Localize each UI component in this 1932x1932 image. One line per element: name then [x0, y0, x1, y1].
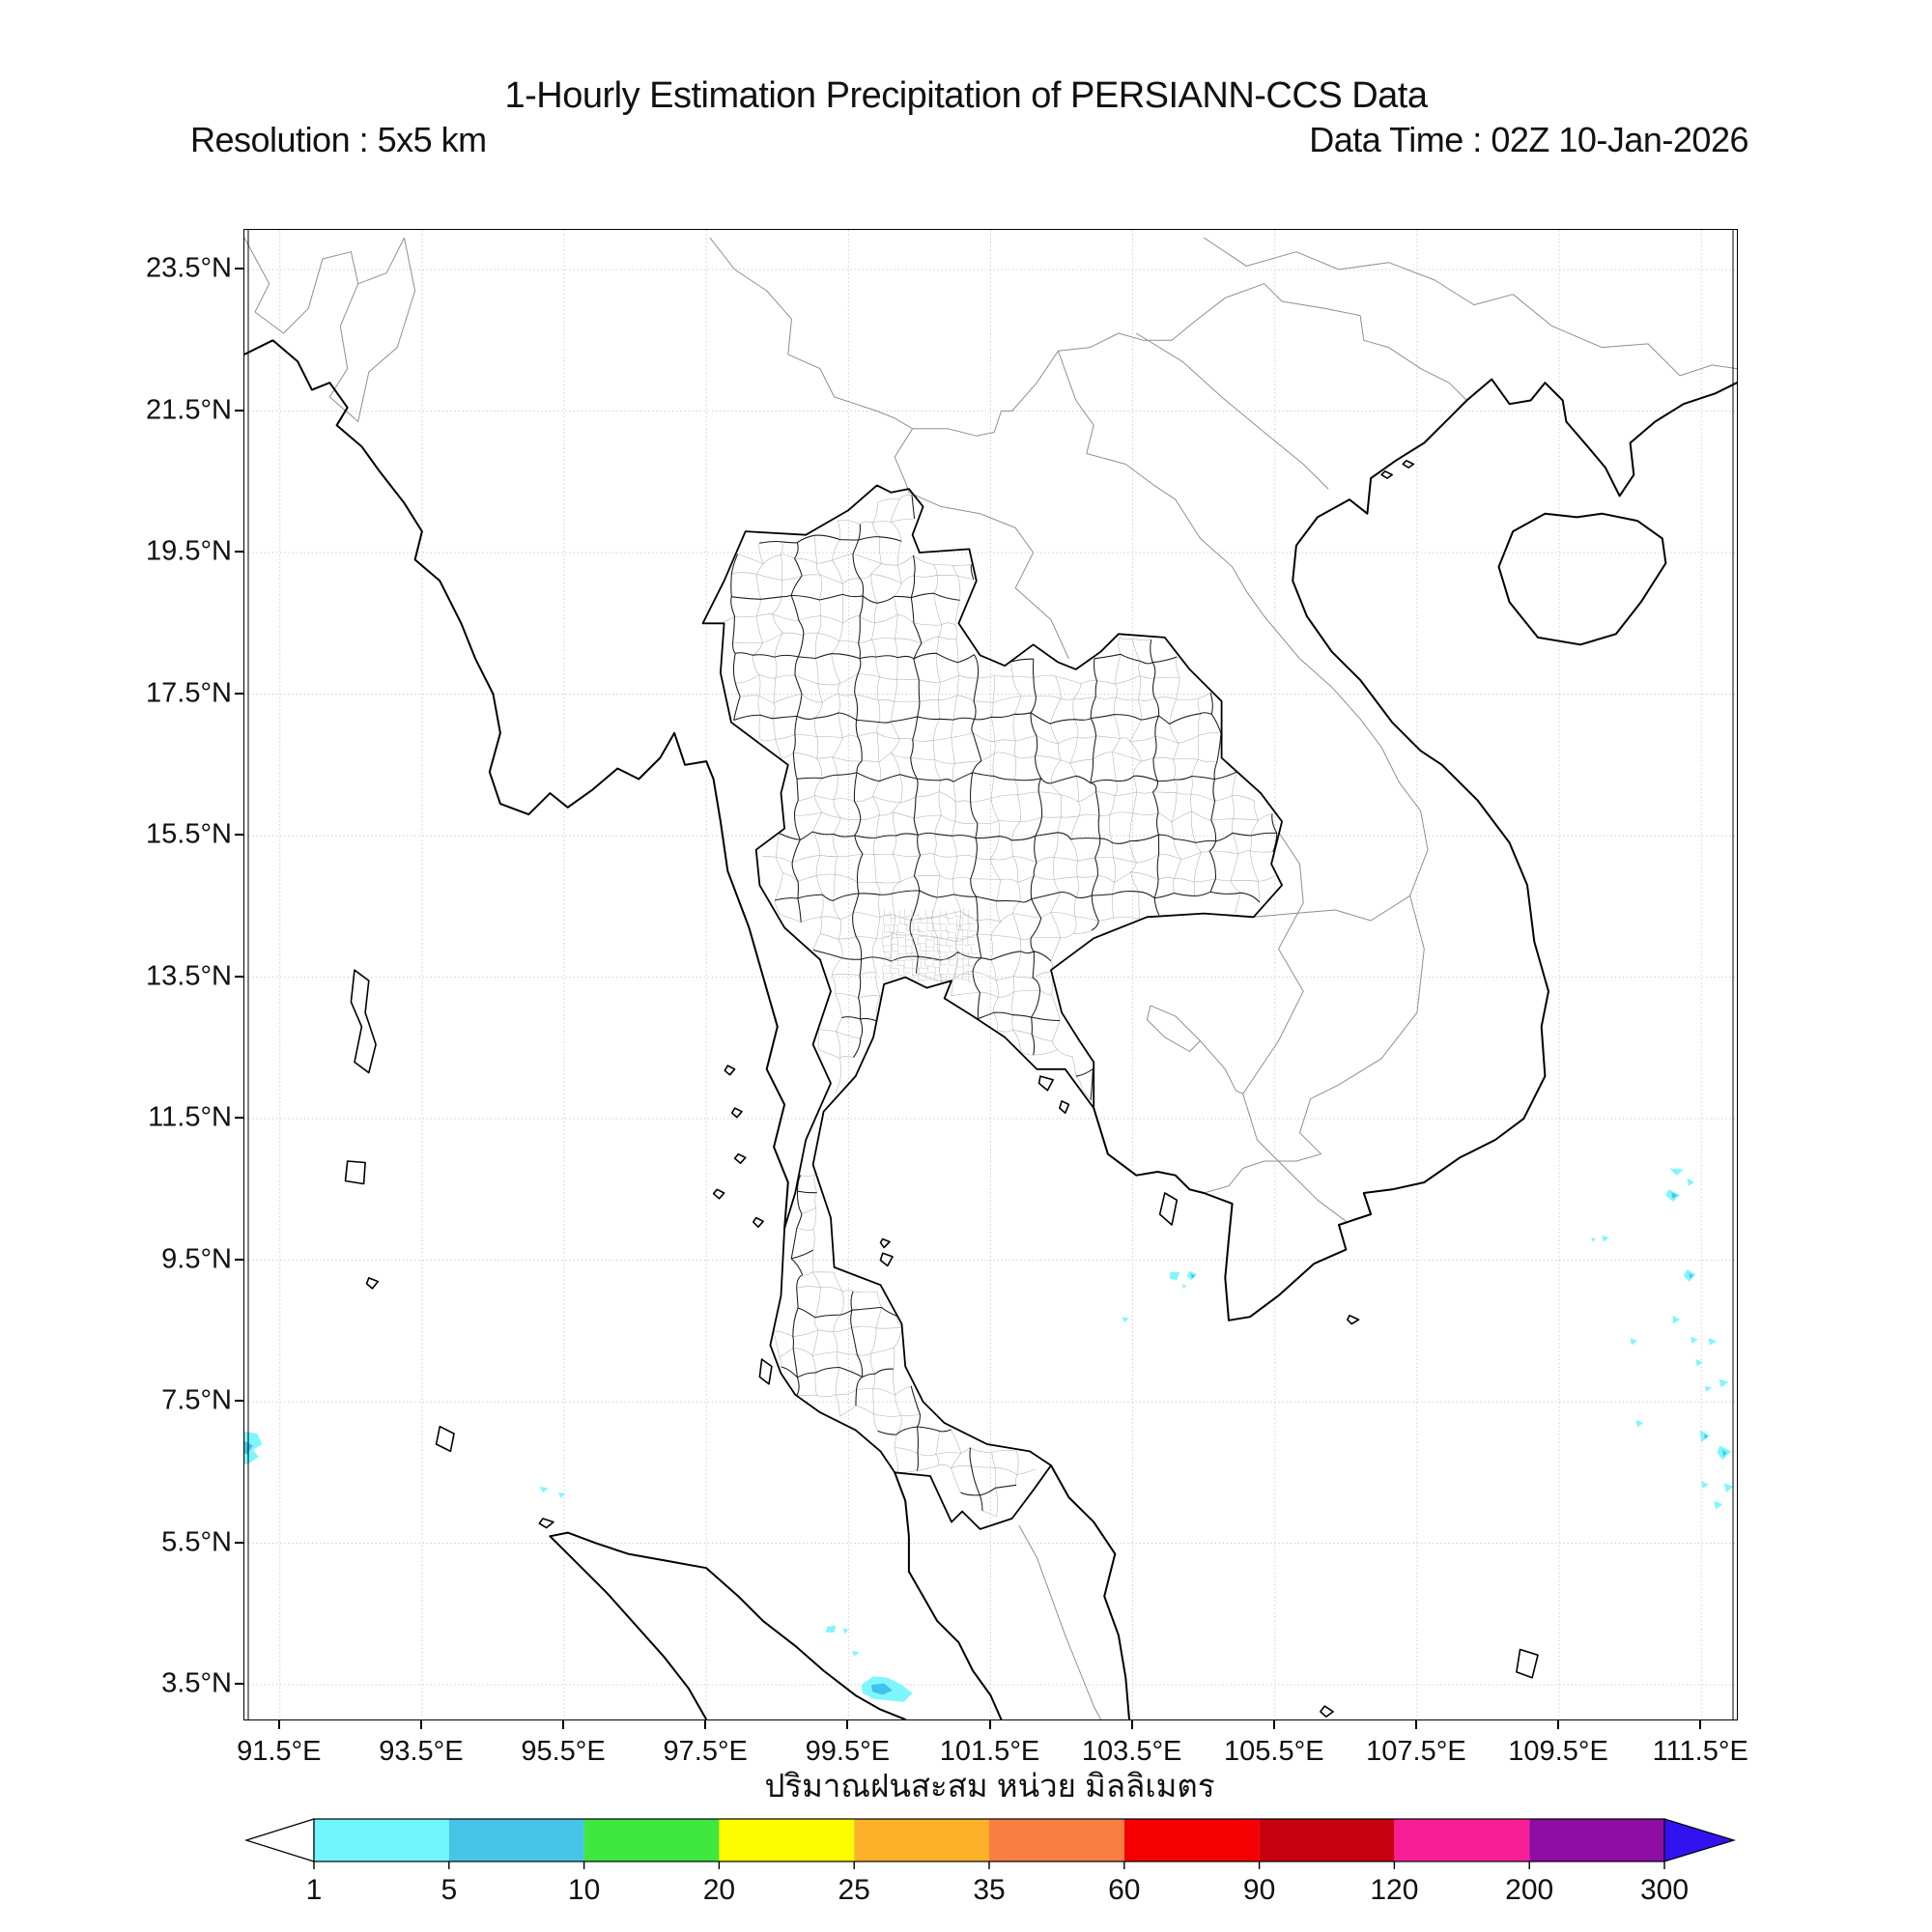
colorbar-value-label: 25 — [838, 1874, 870, 1906]
colorbar-segment — [314, 1819, 449, 1861]
lat-tick-label: 15.5°N — [146, 818, 232, 850]
colorbar-value-label: 1 — [306, 1874, 323, 1906]
lon-tick-mark — [1272, 1720, 1275, 1729]
lon-tick-label: 91.5°E — [237, 1736, 322, 1767]
colorbar-segment — [719, 1819, 855, 1861]
lat-tick-mark — [235, 1258, 243, 1261]
lat-tick-label: 19.5°N — [146, 535, 232, 567]
lat-tick-mark — [235, 834, 243, 837]
colorbar-segment — [448, 1819, 584, 1861]
resolution-label: Resolution : 5x5 km — [190, 120, 487, 159]
lon-tick-label: 97.5°E — [663, 1736, 748, 1767]
data-time-label: Data Time : 02Z 10-Jan-2026 — [1309, 120, 1748, 159]
lon-tick-mark — [846, 1720, 849, 1729]
lon-tick-label: 105.5°E — [1224, 1736, 1324, 1767]
colorbar-value-label: 35 — [973, 1874, 1005, 1906]
thailand-outline — [701, 484, 1283, 1530]
page-title: 1-Hourly Estimation Precipitation of PER… — [504, 75, 1428, 116]
lon-tick-mark — [562, 1720, 565, 1729]
colorbar-value-label: 200 — [1505, 1874, 1553, 1906]
lat-tick-mark — [235, 1400, 243, 1403]
lat-tick-mark — [235, 551, 243, 554]
colorbar-under-arrow — [243, 1818, 315, 1862]
lon-tick-mark — [277, 1720, 280, 1729]
lon-tick-label: 95.5°E — [521, 1736, 606, 1767]
colorbar-segment — [1394, 1819, 1530, 1861]
lon-tick-label: 101.5°E — [939, 1736, 1040, 1767]
lon-tick-mark — [1699, 1720, 1702, 1729]
lat-tick-mark — [235, 975, 243, 978]
colorbar-segment — [989, 1819, 1124, 1861]
coastlines — [244, 339, 1737, 1719]
lat-tick-label: 7.5°N — [161, 1384, 232, 1416]
lon-tick-mark — [704, 1720, 707, 1729]
lon-tick-label: 109.5°E — [1508, 1736, 1608, 1767]
lon-tick-label: 103.5°E — [1081, 1736, 1182, 1767]
lon-tick-label: 93.5°E — [379, 1736, 464, 1767]
colorbar-caption-thai: ปริมาณฝนสะสม หน่วย มิลลิเมตร — [764, 1768, 1215, 1804]
colorbar-segment — [583, 1819, 720, 1861]
precip-patches-1-5mm — [244, 1168, 1734, 1702]
colorbar-value-label: 60 — [1108, 1874, 1140, 1906]
colorbar: 1 5 10 20 25 35 60 90 120 200 300 — [243, 1818, 1737, 1906]
lon-tick-mark — [1414, 1720, 1417, 1729]
lat-tick-label: 13.5°N — [146, 960, 232, 992]
map-svg — [244, 230, 1737, 1719]
colorbar-segment — [854, 1819, 989, 1861]
lat-tick-mark — [235, 1117, 243, 1120]
colorbar-segment — [1259, 1819, 1395, 1861]
map-canvas — [243, 229, 1738, 1720]
colorbar-value-label: 120 — [1370, 1874, 1418, 1906]
islands — [344, 460, 1539, 1718]
lat-tick-label: 5.5°N — [161, 1526, 232, 1558]
lat-tick-mark — [235, 1683, 243, 1686]
colorbar-value-label: 300 — [1640, 1874, 1689, 1906]
colorbar-value-label: 90 — [1243, 1874, 1275, 1906]
lat-tick-label: 17.5°N — [146, 677, 232, 709]
lat-tick-mark — [235, 1541, 243, 1544]
colorbar-segment — [1123, 1819, 1260, 1861]
colorbar-value-label: 5 — [440, 1874, 457, 1906]
lat-tick-label: 3.5°N — [161, 1667, 232, 1699]
colorbar-segment — [1529, 1819, 1664, 1861]
colorbar-over-arrow — [1663, 1818, 1737, 1862]
lon-tick-label: 107.5°E — [1366, 1736, 1466, 1767]
lon-tick-label: 99.5°E — [805, 1736, 891, 1767]
graticule — [244, 230, 1737, 1719]
lon-tick-label: 111.5°E — [1652, 1736, 1748, 1767]
country-borders — [244, 237, 1737, 1719]
lat-tick-mark — [235, 692, 243, 695]
lat-tick-mark — [235, 268, 243, 270]
lon-tick-mark — [1130, 1720, 1133, 1729]
lat-tick-label: 9.5°N — [161, 1243, 232, 1275]
lon-tick-mark — [988, 1720, 991, 1729]
lat-tick-label: 23.5°N — [146, 252, 232, 284]
lon-tick-mark — [1557, 1720, 1560, 1729]
lon-tick-mark — [419, 1720, 422, 1729]
lat-tick-label: 11.5°N — [148, 1101, 232, 1133]
district-mesh — [723, 495, 1278, 1518]
lat-tick-mark — [235, 409, 243, 412]
lat-tick-label: 21.5°N — [146, 394, 232, 426]
colorbar-value-label: 20 — [703, 1874, 735, 1906]
colorbar-value-label: 10 — [568, 1874, 600, 1906]
